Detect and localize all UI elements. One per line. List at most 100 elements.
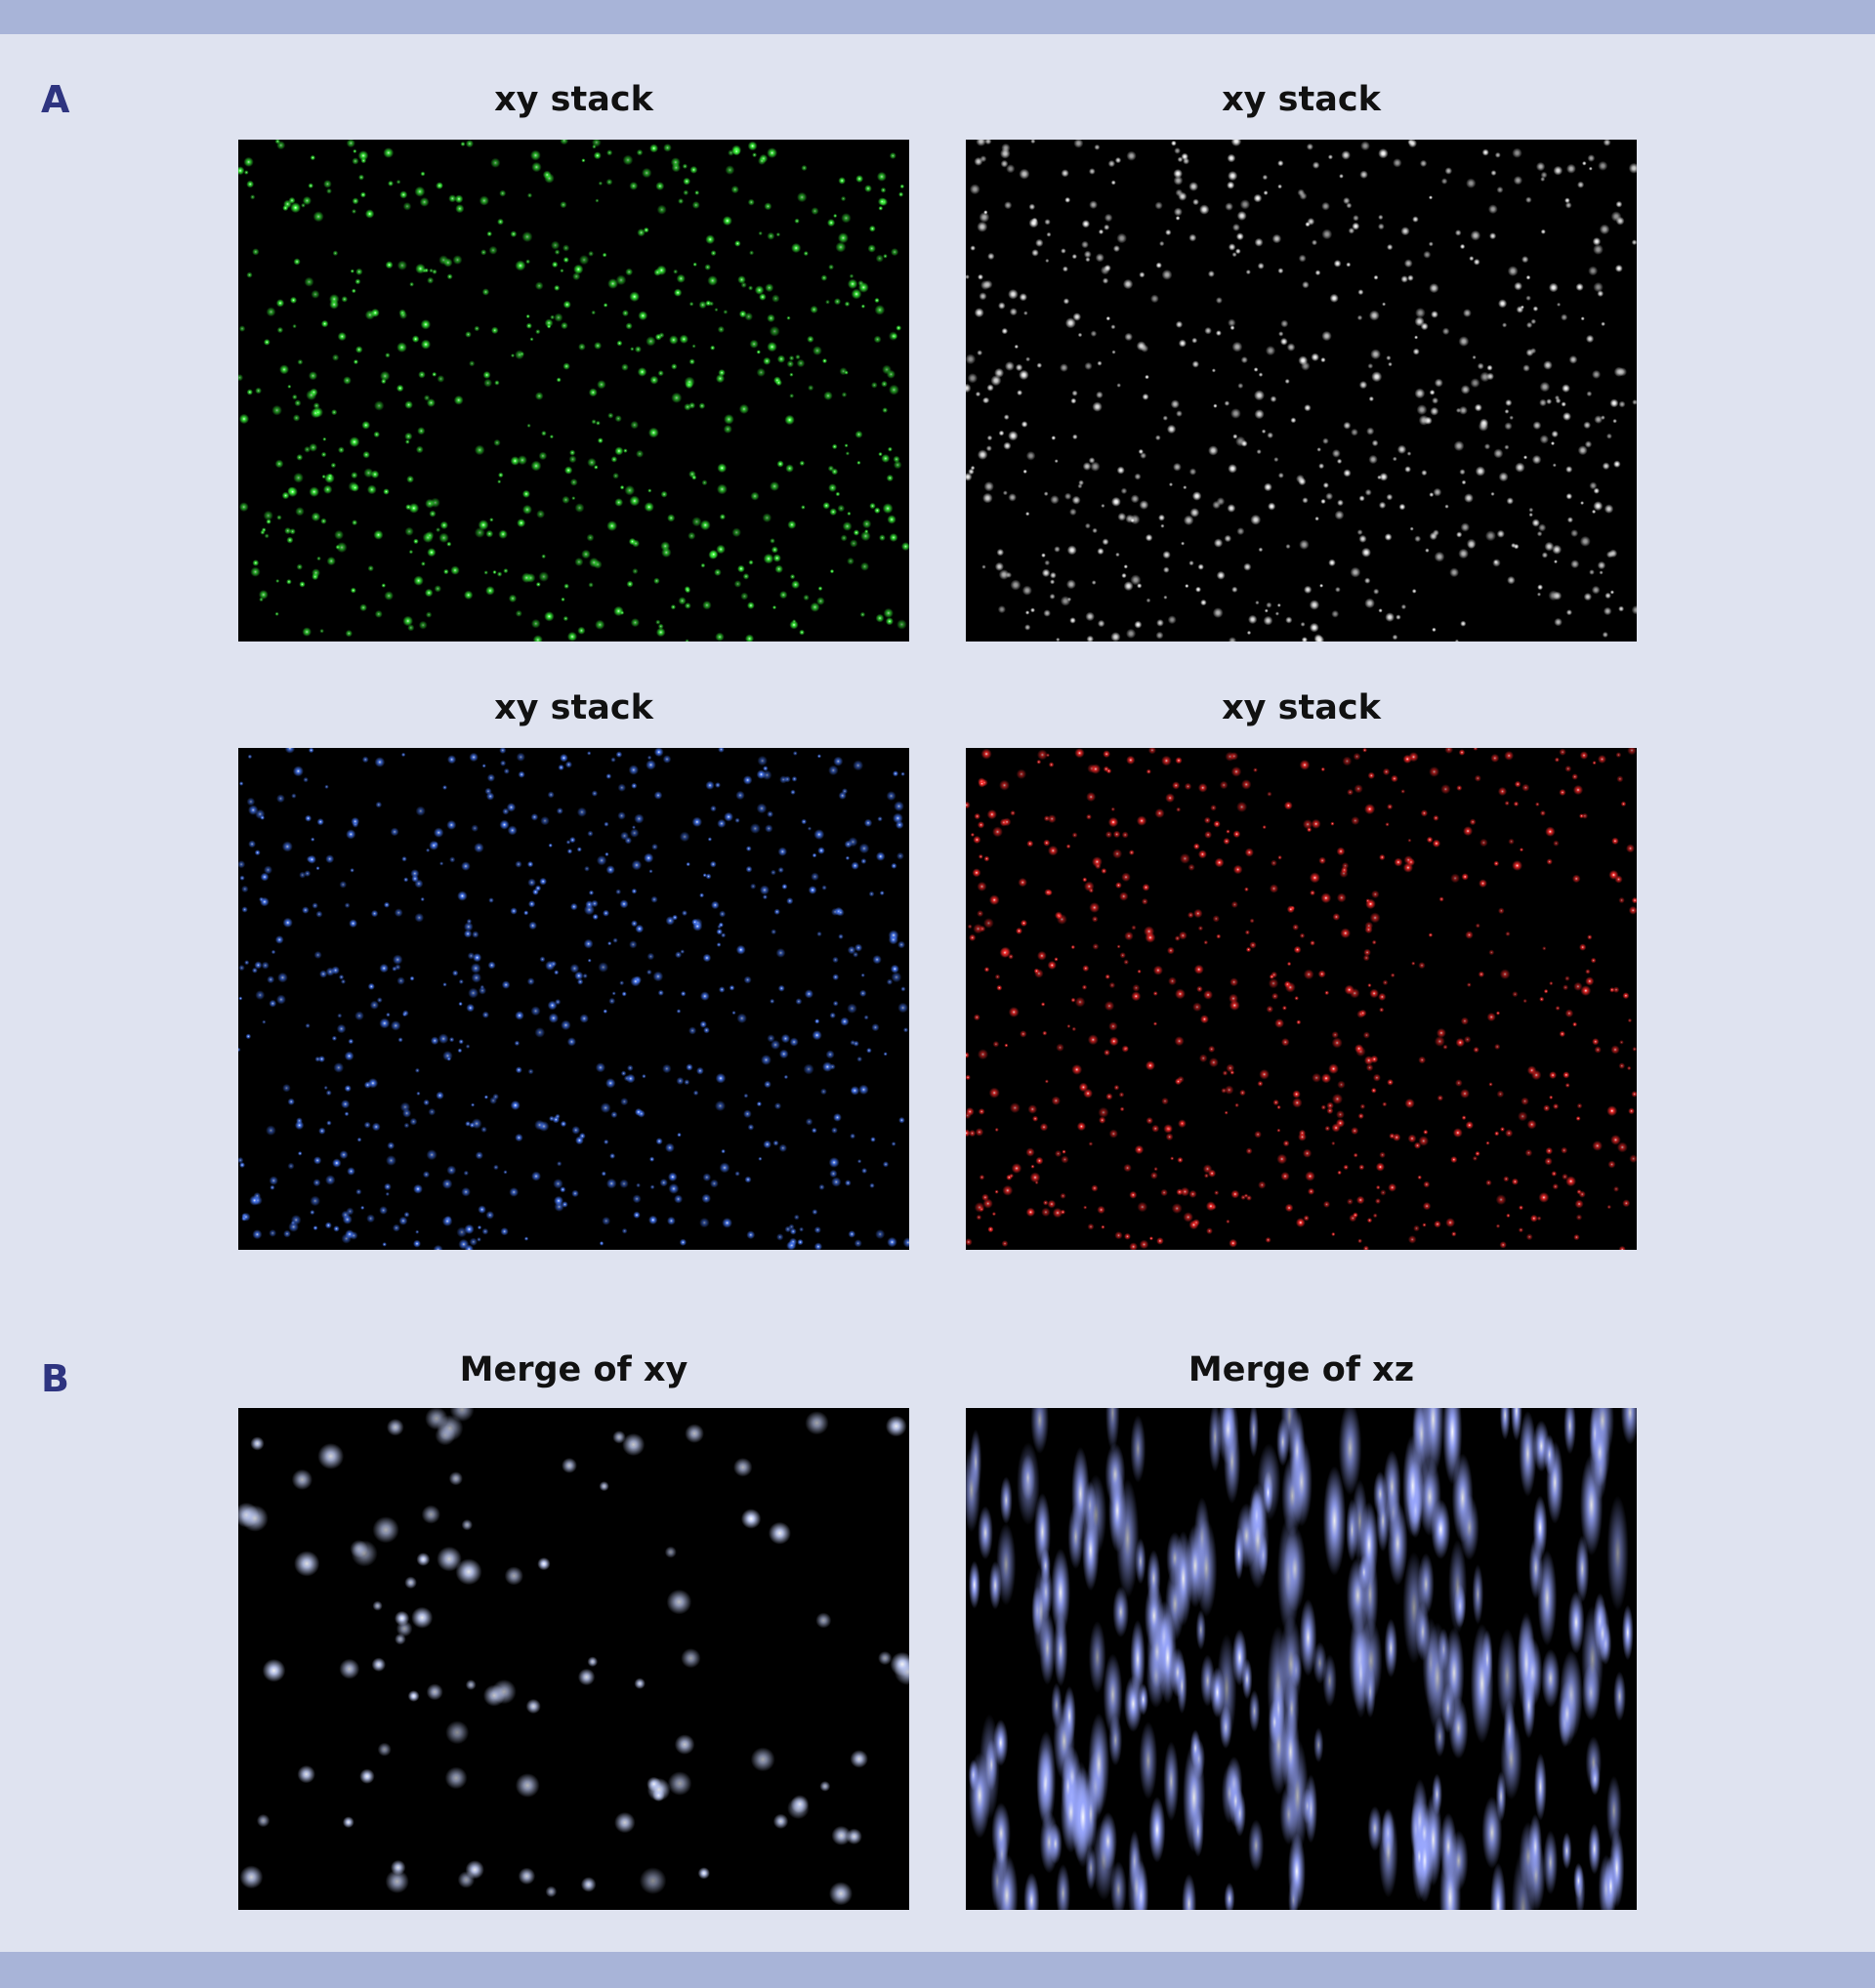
spot	[1314, 635, 1325, 642]
spot	[1610, 1045, 1620, 1055]
spot	[436, 527, 441, 533]
spot	[1512, 860, 1522, 871]
spot	[969, 184, 980, 195]
spot	[1123, 959, 1129, 966]
spot	[699, 892, 705, 898]
spot	[1145, 533, 1153, 542]
spot	[1017, 390, 1023, 396]
spot	[822, 502, 830, 510]
spot	[737, 564, 745, 573]
spot	[1011, 1163, 1022, 1174]
spot	[1589, 569, 1595, 575]
spot	[1141, 897, 1148, 905]
spot	[768, 1521, 791, 1545]
spot	[1463, 309, 1472, 317]
spot	[1331, 1231, 1336, 1237]
spot	[882, 503, 894, 515]
spot	[1490, 170, 1497, 177]
spot	[860, 304, 866, 309]
spot	[238, 996, 243, 1001]
spot	[1219, 780, 1229, 790]
spot	[710, 345, 716, 351]
spot	[840, 534, 848, 542]
spot	[1278, 331, 1284, 337]
spot	[762, 894, 769, 900]
spot	[1434, 1220, 1441, 1228]
spot	[1269, 884, 1279, 893]
spot	[310, 1210, 315, 1216]
spot	[1103, 1653, 1123, 1736]
spot	[1110, 807, 1115, 811]
spot	[868, 225, 876, 232]
spot	[294, 399, 302, 407]
spot	[1521, 256, 1529, 264]
spot	[1195, 1609, 1206, 1650]
spot	[267, 975, 275, 984]
spot	[875, 851, 886, 861]
spot	[1336, 458, 1343, 465]
spot	[1412, 348, 1420, 355]
spot	[1072, 434, 1078, 440]
spot	[1228, 464, 1237, 474]
spot	[977, 881, 987, 891]
spot	[977, 350, 983, 356]
spot	[788, 355, 795, 361]
spot	[799, 1226, 805, 1232]
spot	[1110, 496, 1121, 507]
spot	[1137, 583, 1143, 589]
spot	[1505, 931, 1511, 936]
spot	[1108, 981, 1116, 989]
spot	[705, 873, 712, 880]
spot	[976, 140, 986, 146]
spot	[1429, 492, 1435, 498]
spot	[1585, 969, 1591, 974]
spot	[743, 1093, 749, 1098]
spot	[578, 1133, 586, 1139]
spot	[1414, 316, 1425, 327]
spot	[983, 918, 994, 929]
spot	[374, 400, 385, 411]
spot	[1599, 224, 1610, 235]
spot	[769, 325, 780, 337]
spot	[1414, 388, 1426, 399]
spot	[1115, 882, 1122, 889]
spot	[630, 420, 639, 430]
spot	[334, 529, 344, 540]
spot	[1485, 1140, 1490, 1145]
spot	[573, 264, 584, 274]
spot	[1197, 926, 1204, 932]
spot	[473, 953, 482, 963]
spot	[636, 449, 645, 458]
spot	[291, 1469, 312, 1490]
spot	[375, 801, 383, 808]
spot	[854, 943, 863, 952]
spot	[323, 180, 332, 188]
spot	[1089, 902, 1101, 913]
spot	[1319, 583, 1324, 588]
spot	[1162, 551, 1171, 559]
spot	[831, 907, 839, 916]
spot	[796, 358, 806, 368]
spot	[771, 294, 780, 303]
spot	[857, 282, 869, 293]
spot	[767, 147, 777, 158]
spot	[1254, 1131, 1262, 1139]
spot	[1460, 522, 1470, 532]
spot	[1104, 831, 1112, 839]
spot	[688, 1026, 697, 1035]
spot	[1158, 514, 1165, 521]
spot	[539, 877, 547, 886]
spot	[619, 1179, 629, 1188]
spot	[1559, 1030, 1565, 1038]
spot	[414, 186, 426, 197]
spot	[398, 1216, 408, 1225]
spot	[1420, 809, 1429, 817]
spot	[530, 618, 541, 629]
spot	[979, 1206, 984, 1212]
spot	[703, 1026, 710, 1034]
spot	[1032, 1115, 1039, 1122]
spot	[710, 805, 717, 812]
spot	[1511, 1408, 1522, 1441]
spot	[1019, 293, 1027, 302]
spot	[835, 491, 841, 497]
